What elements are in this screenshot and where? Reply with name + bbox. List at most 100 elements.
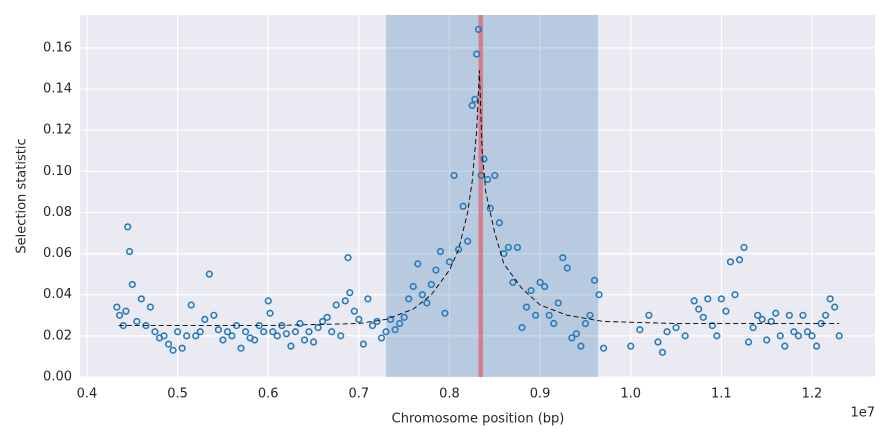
y-tick-label: 0.02 bbox=[43, 328, 72, 343]
data-point bbox=[174, 328, 182, 336]
data-point bbox=[483, 175, 492, 184]
data-point bbox=[731, 291, 739, 299]
data-point bbox=[785, 311, 793, 319]
data-point bbox=[427, 280, 435, 289]
x-tick-label: 0.6 bbox=[258, 387, 279, 402]
data-point bbox=[781, 342, 789, 350]
data-point bbox=[300, 336, 309, 344]
data-point bbox=[192, 332, 200, 340]
data-point bbox=[391, 326, 399, 334]
data-point bbox=[196, 328, 204, 336]
y-tick-label: 0.04 bbox=[43, 287, 72, 302]
y-tick-label: 0.06 bbox=[43, 246, 72, 261]
data-point bbox=[169, 346, 177, 354]
data-point bbox=[744, 338, 753, 346]
data-point bbox=[125, 247, 134, 256]
data-point bbox=[116, 311, 124, 319]
data-point bbox=[423, 299, 431, 307]
data-point bbox=[776, 332, 784, 340]
plot-background bbox=[80, 15, 875, 377]
data-point bbox=[137, 295, 145, 303]
data-point bbox=[314, 324, 322, 332]
data-point bbox=[645, 311, 653, 319]
data-point bbox=[305, 328, 313, 336]
data-point bbox=[113, 303, 121, 311]
data-point bbox=[522, 303, 531, 311]
data-point bbox=[699, 313, 707, 321]
data-point bbox=[291, 328, 300, 336]
data-point bbox=[627, 342, 635, 350]
data-point bbox=[178, 344, 186, 352]
x-axis-label: Chromosome position (bp) bbox=[392, 412, 565, 427]
data-point bbox=[364, 295, 372, 303]
data-point bbox=[586, 311, 594, 319]
data-point bbox=[205, 270, 213, 278]
data-point bbox=[808, 332, 816, 340]
data-point bbox=[812, 342, 821, 350]
data-point bbox=[436, 247, 445, 256]
y-tick-label: 0.00 bbox=[43, 370, 72, 385]
data-point bbox=[128, 280, 136, 289]
data-point bbox=[740, 243, 748, 252]
data-point bbox=[527, 287, 535, 295]
data-point bbox=[545, 311, 553, 319]
data-point bbox=[350, 307, 358, 315]
y-tick-label: 0.16 bbox=[43, 40, 72, 55]
x-tick-label: 1.0 bbox=[620, 387, 641, 402]
data-point bbox=[518, 324, 526, 332]
data-point bbox=[201, 315, 209, 324]
data-point bbox=[309, 338, 318, 346]
data-point bbox=[332, 301, 340, 309]
y-tick-label: 0.08 bbox=[43, 205, 72, 220]
fit-line bbox=[118, 70, 840, 327]
data-point bbox=[822, 311, 830, 319]
data-point bbox=[572, 330, 580, 338]
data-point bbox=[432, 266, 440, 274]
data-point bbox=[346, 289, 354, 297]
data-point bbox=[122, 307, 130, 315]
data-point bbox=[445, 258, 454, 266]
data-point bbox=[260, 328, 268, 336]
data-point bbox=[382, 328, 390, 336]
data-point bbox=[414, 260, 422, 268]
data-point bbox=[264, 297, 272, 305]
data-point bbox=[554, 299, 562, 307]
data-point bbox=[767, 317, 775, 326]
data-point bbox=[658, 348, 667, 356]
data-point bbox=[713, 332, 721, 340]
y-tick-label: 0.10 bbox=[43, 164, 72, 179]
data-point bbox=[835, 332, 843, 340]
data-point bbox=[654, 338, 662, 346]
data-point bbox=[273, 332, 281, 340]
data-point bbox=[708, 321, 716, 330]
x-tick-label: 0.9 bbox=[530, 387, 551, 402]
data-point bbox=[368, 321, 377, 330]
data-point bbox=[146, 303, 155, 311]
data-point bbox=[826, 295, 834, 303]
data-point bbox=[359, 340, 367, 348]
data-point bbox=[581, 319, 590, 328]
data-point bbox=[590, 276, 599, 284]
data-point bbox=[441, 309, 449, 317]
data-point bbox=[495, 219, 503, 227]
data-point bbox=[663, 328, 671, 336]
data-point bbox=[409, 282, 417, 291]
x-tick-label: 0.8 bbox=[439, 387, 460, 402]
data-point bbox=[536, 278, 544, 286]
data-point bbox=[672, 324, 680, 332]
data-point bbox=[491, 171, 499, 180]
y-tick-label: 0.14 bbox=[43, 82, 72, 97]
data-point bbox=[726, 258, 735, 266]
x-offset-label: 1e7 bbox=[850, 406, 875, 421]
data-point bbox=[717, 295, 725, 303]
data-point bbox=[187, 301, 195, 309]
data-point bbox=[269, 328, 277, 336]
data-point bbox=[328, 328, 336, 336]
x-tick-label: 0.7 bbox=[349, 387, 370, 402]
data-point bbox=[473, 50, 481, 58]
data-point bbox=[405, 295, 413, 303]
data-point bbox=[735, 256, 744, 264]
shaded-region bbox=[386, 15, 599, 377]
data-point bbox=[296, 319, 304, 328]
data-point bbox=[486, 204, 494, 212]
